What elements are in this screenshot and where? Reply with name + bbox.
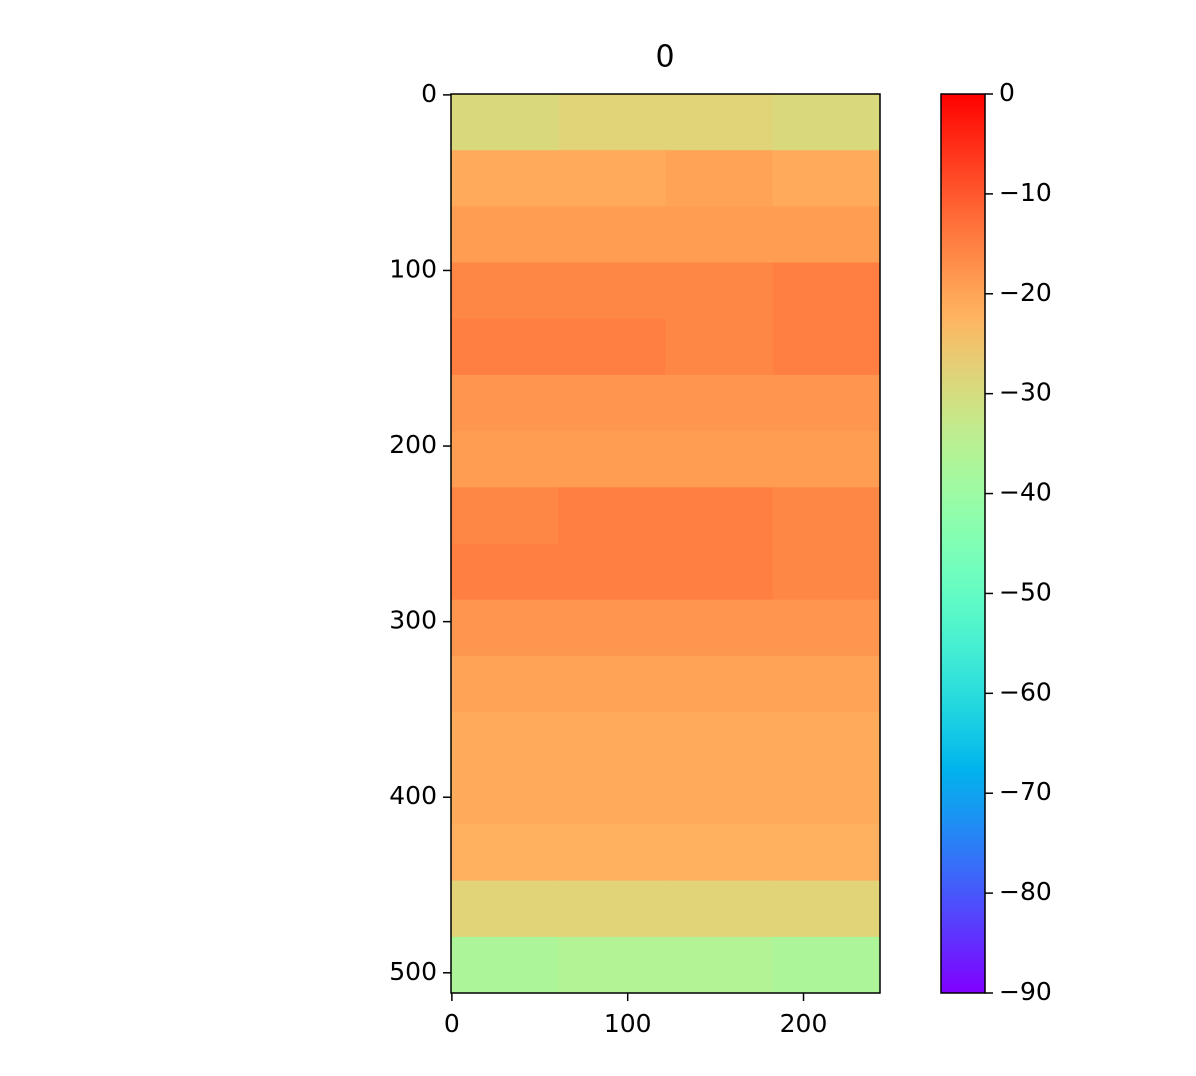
- heatmap-cell: [772, 768, 881, 825]
- heatmap-cell: [772, 150, 881, 207]
- heatmap-cell: [665, 655, 774, 713]
- heatmap-cell: [772, 936, 881, 994]
- chart-title: 0: [655, 40, 674, 75]
- colorbar-tick-label: −20: [999, 278, 1052, 307]
- heatmap-cell: [451, 206, 559, 264]
- plot-frame: [450, 93, 881, 994]
- heatmap-cell: [558, 936, 666, 994]
- heatmap-cell: [558, 487, 666, 544]
- heatmap-cell: [558, 712, 666, 769]
- heatmap-cell: [558, 768, 666, 825]
- heatmap-cell: [451, 318, 559, 376]
- colorbar-tick-label: −60: [999, 677, 1052, 706]
- heatmap-cell: [451, 374, 559, 432]
- heatmap-cell: [772, 824, 881, 882]
- heatmap-cell: [665, 374, 774, 432]
- heatmap-cell: [772, 262, 881, 320]
- heatmap-cell: [558, 655, 666, 713]
- heatmap-cell: [558, 206, 666, 264]
- y-tick-label: 400: [389, 781, 437, 810]
- x-tick-label: 0: [444, 1009, 460, 1038]
- colorbar-tick-label: −30: [999, 378, 1052, 407]
- colorbar-tick-label: −70: [999, 777, 1052, 806]
- y-tick-label: 100: [389, 254, 437, 283]
- heatmap-cell: [665, 543, 774, 601]
- heatmap-cell: [451, 431, 559, 488]
- heatmap-cell: [772, 543, 881, 601]
- heatmap-cell: [451, 768, 559, 825]
- colorbar-tick-label: 0: [999, 78, 1015, 107]
- heatmap-cell: [558, 431, 666, 488]
- heatmap-cell: [558, 94, 666, 151]
- heatmap-cell: [451, 487, 559, 544]
- heatmap-cell: [558, 599, 666, 657]
- y-tick-label: 500: [389, 957, 437, 986]
- heatmap-cell: [558, 374, 666, 432]
- heatmap-cell: [665, 712, 774, 769]
- heatmap-cell: [772, 599, 881, 657]
- heatmap-cell: [558, 318, 666, 376]
- colorbar-tick-label: −40: [999, 478, 1052, 507]
- heatmap-cell: [665, 768, 774, 825]
- heatmap-cell: [772, 318, 881, 376]
- heatmap-cell: [451, 262, 559, 320]
- heatmap-cell: [451, 150, 559, 207]
- heatmap-cell: [665, 936, 774, 994]
- heatmap-cell: [558, 880, 666, 938]
- heatmap-cell: [772, 712, 881, 769]
- heatmap-cell: [665, 824, 774, 882]
- heatmap-cell: [558, 543, 666, 601]
- y-tick-label: 0: [421, 79, 437, 108]
- colorbar-tick-label: −80: [999, 877, 1052, 906]
- heatmap-cell: [665, 262, 774, 320]
- y-tick-label: 300: [389, 606, 437, 635]
- heatmap-cell: [665, 206, 774, 264]
- colorbar-tick-label: −10: [999, 178, 1052, 207]
- heatmap-cell: [451, 599, 559, 657]
- x-tick-label: 100: [604, 1009, 652, 1038]
- heatmap-cell: [451, 94, 559, 151]
- heatmap-cell: [451, 880, 559, 938]
- heatmap-cell: [772, 655, 881, 713]
- colorbar: [940, 93, 986, 994]
- heatmap-cell: [665, 94, 774, 151]
- heatmap-cell: [451, 712, 559, 769]
- heatmap-cell: [772, 431, 881, 488]
- heatmap-cell: [772, 94, 881, 151]
- heatmap-cell: [558, 824, 666, 882]
- heatmap-cell: [665, 431, 774, 488]
- heatmap-cell: [558, 150, 666, 207]
- colorbar-tick-label: −90: [999, 977, 1052, 1006]
- heatmap-cell: [558, 262, 666, 320]
- heatmap-cell: [772, 374, 881, 432]
- heatmap-cell: [451, 543, 559, 601]
- y-tick-label: 200: [389, 430, 437, 459]
- x-tick-label: 200: [780, 1009, 828, 1038]
- heatmap-cell: [451, 936, 559, 994]
- heatmap-cell: [772, 880, 881, 938]
- heatmap-cell: [665, 318, 774, 376]
- heatmap-cell: [665, 880, 774, 938]
- heatmap-cell: [665, 599, 774, 657]
- heatmap-cell: [665, 150, 774, 207]
- colorbar-tick-label: −50: [999, 577, 1052, 606]
- heatmap-cell: [772, 206, 881, 264]
- heatmap-cell: [772, 487, 881, 544]
- heatmap-cell: [665, 487, 774, 544]
- heatmap-cell: [451, 655, 559, 713]
- heatmap-cell: [451, 824, 559, 882]
